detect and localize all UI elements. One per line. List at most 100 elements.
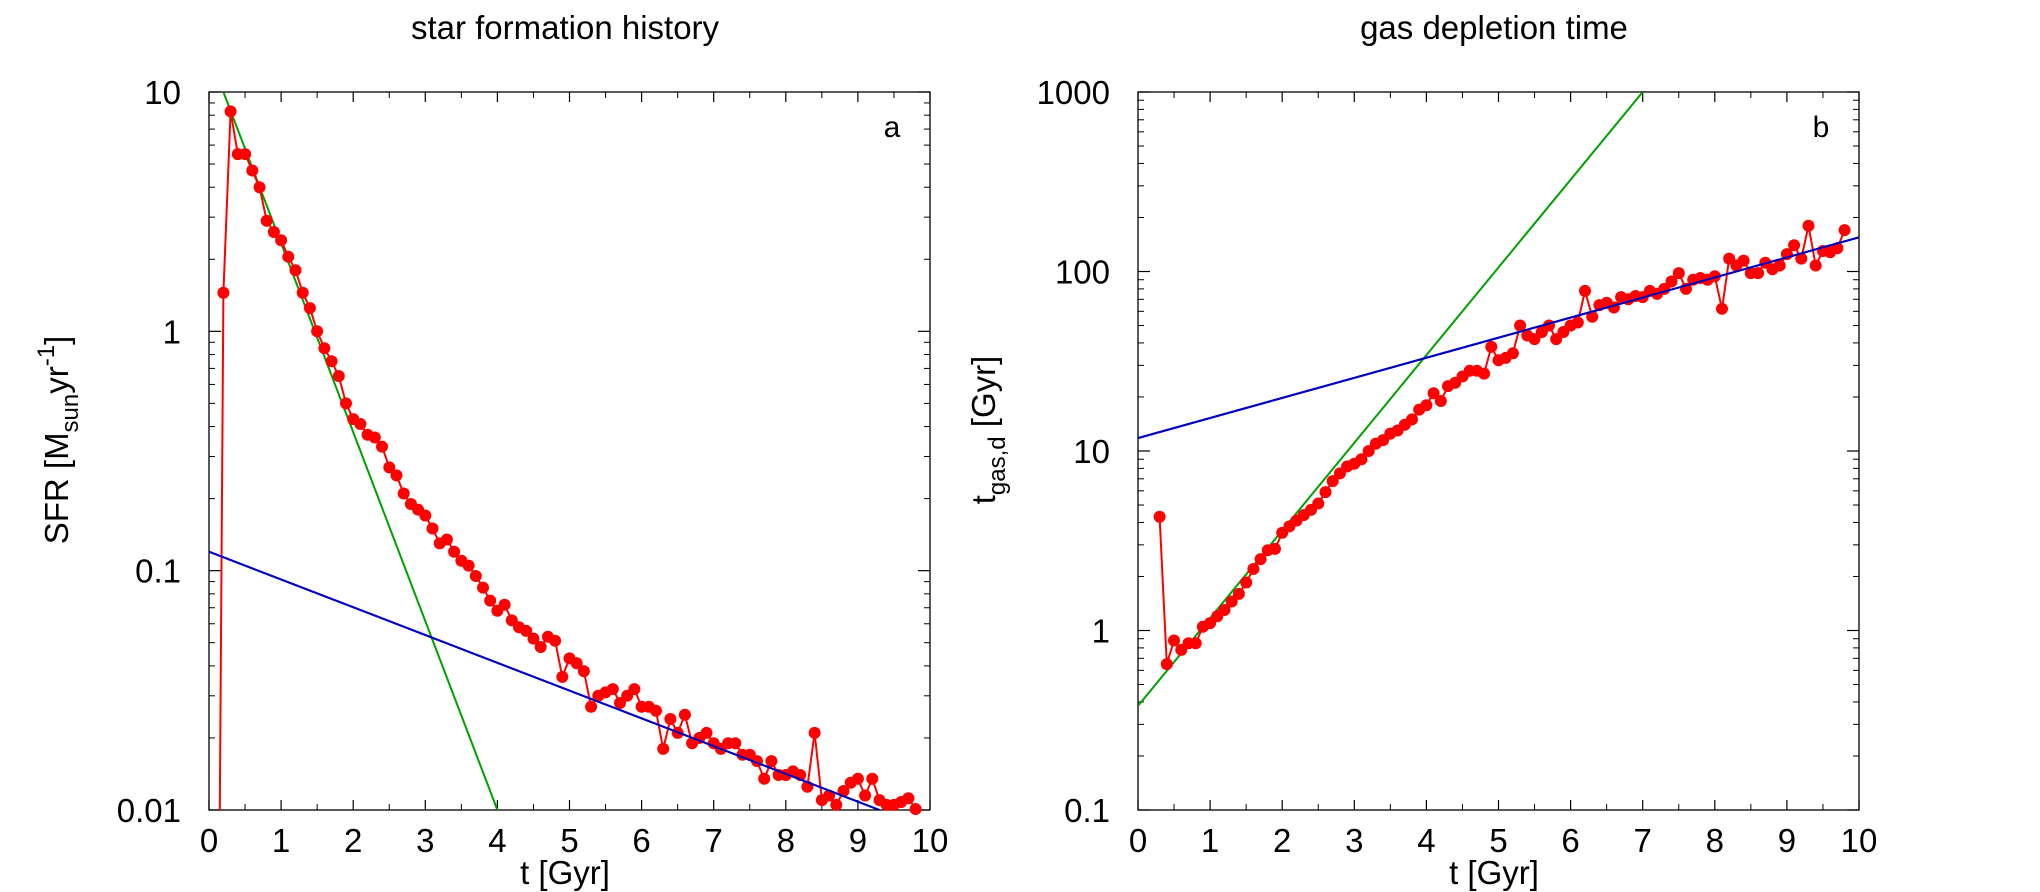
panel-b-xtick-label: 10	[1841, 822, 1878, 859]
panel-a-data-point	[830, 798, 843, 811]
panel-a-data-point	[275, 234, 288, 247]
panel-a-data-point	[318, 342, 331, 355]
panel-b-title: gas depletion time	[1360, 9, 1628, 46]
panel-a-ylabel-mid: yr	[38, 366, 75, 394]
panel-b-data-point	[1160, 658, 1173, 671]
panel-a-ytick-label: 10	[144, 74, 181, 111]
panel-a-ytick-label: 0.1	[135, 553, 181, 590]
panel-b-depletion-chart: gas depletion time 0 1 2 3 4 5 6 7 8 9 10 0.1 1 10 100…	[965, 9, 1877, 891]
panel-a-data-point	[311, 325, 324, 338]
panel-a-data-point	[909, 803, 922, 815]
panel-b-xtick-label: 6	[1561, 822, 1579, 859]
panel-b-data-point	[1434, 395, 1447, 407]
panel-b-ytick-label: 1000	[1037, 74, 1110, 111]
panel-b-xtick-label: 7	[1634, 822, 1652, 859]
panel-a-ylabel: SFR [Msunyr-1]	[33, 336, 84, 545]
panel-a-data-point	[390, 469, 403, 482]
panel-b-xtick-label: 3	[1345, 822, 1363, 859]
panel-a-data-point	[239, 148, 252, 161]
panel-a-data-point	[585, 700, 598, 713]
panel-a-data-point	[440, 533, 453, 546]
panel-a-data-point	[650, 704, 662, 717]
panel-b-xtick-label: 4	[1417, 822, 1435, 859]
panel-b-data-point	[1665, 275, 1678, 288]
panel-b-data-point	[1225, 595, 1238, 608]
panel-b-fit-line	[1138, 92, 1644, 707]
panel-a-data-point	[469, 570, 482, 582]
panel-a-data-point	[383, 461, 396, 474]
panel-b-data-point	[1218, 604, 1231, 616]
panel-b-letter: b	[1813, 111, 1830, 144]
panel-a-data-point	[397, 487, 410, 500]
panel-b-data-point	[1355, 453, 1368, 466]
panel-a-ylabel-base: SFR [M	[38, 432, 75, 544]
panel-a-data-point	[729, 737, 742, 750]
panel-a-xtick-label: 2	[344, 822, 362, 859]
panel-b-data-point	[1716, 302, 1728, 315]
panel-a-data-point	[866, 772, 879, 785]
panel-a-data-point	[426, 522, 439, 535]
panel-a-sfh-chart: star formation history 0 1 2 3 4 5 6 7 8 9 100.010…	[33, 9, 948, 891]
panel-b-xtick-label: 9	[1778, 822, 1796, 859]
panel-a-data-point	[253, 181, 266, 194]
panel-a-data-point	[289, 264, 302, 277]
panel-a-data-point	[303, 302, 316, 315]
panel-b-ytick-label: 0.1	[1064, 792, 1110, 829]
panel-a-data-point	[570, 657, 583, 670]
panel-a-ylabel-sub: sun	[57, 394, 84, 433]
panel-b-data-point	[1809, 259, 1822, 272]
panel-b-data-point	[1232, 587, 1245, 600]
panel-a-data-point	[577, 665, 590, 678]
panel-a-ytick-label: 0.01	[117, 792, 181, 829]
panel-a-title: star formation history	[411, 9, 720, 46]
panel-a-data-point	[664, 713, 677, 725]
panel-b-data-point	[1586, 310, 1599, 323]
panel-a-data-point	[808, 726, 821, 739]
panel-b-ylabel-end: [Gyr]	[965, 356, 1002, 437]
panel-b-ytick-label: 10	[1073, 433, 1110, 470]
panel-b-data-point	[1326, 475, 1339, 488]
panel-a-xtick-label: 4	[488, 822, 506, 859]
panel-b-xlabel: t [Gyr]	[1449, 854, 1539, 891]
panel-b-data-point	[1672, 267, 1685, 280]
panel-b-data-point	[1269, 542, 1281, 555]
panel-a-data-point	[657, 742, 670, 755]
panel-a-data-point	[376, 440, 388, 453]
panel-a-ylabel-sup: -1	[33, 345, 60, 366]
panel-a-xtick-label: 9	[849, 822, 867, 859]
panel-a-xtick-label: 6	[632, 822, 650, 859]
panel-a-ylabel-end: ]	[38, 336, 75, 345]
panel-a-data-point	[758, 772, 771, 785]
panel-a-data-point	[340, 397, 352, 410]
panel-a-xtick-label: 5	[560, 822, 578, 859]
panel-b-data-point	[1247, 563, 1260, 575]
panel-b-data-point	[1838, 224, 1851, 237]
panel-a-plot-area: 0 1 2 3 4 5 6 7 8 9 10 0.01 0.1 1 10	[117, 74, 949, 859]
panel-a-data-point	[354, 418, 367, 430]
panel-b-ytick-label: 100	[1055, 254, 1110, 291]
panel-a-fit-line	[222, 92, 499, 810]
panel-a-data-point	[282, 250, 295, 263]
panel-b-data-point	[1579, 284, 1591, 297]
panel-a-data-point	[419, 509, 432, 522]
panel-a-data-point	[296, 286, 309, 299]
panel-a-data-point	[556, 670, 569, 683]
panel-a-data-point	[678, 708, 691, 721]
panel-a-data-point	[527, 632, 540, 645]
panel-a-xtick-label: 10	[912, 822, 949, 859]
panel-b-data-point	[1362, 445, 1375, 457]
panel-a-data-point	[520, 624, 533, 637]
panel-b-ylabel: tgas,d [Gyr]	[965, 356, 1011, 505]
panel-a-data-point	[700, 726, 713, 739]
panel-a-data-point	[325, 355, 338, 368]
panel-a-data-point	[902, 792, 915, 805]
panel-a-data-point	[332, 370, 345, 383]
panel-a-ytick-label: 1	[163, 313, 181, 350]
panel-b-xtick-label: 8	[1706, 822, 1724, 859]
panel-a-letter: a	[884, 111, 901, 144]
panel-a-data-point	[267, 226, 280, 238]
panel-b-data-point	[1153, 510, 1166, 523]
panel-b-data-point	[1168, 634, 1180, 647]
